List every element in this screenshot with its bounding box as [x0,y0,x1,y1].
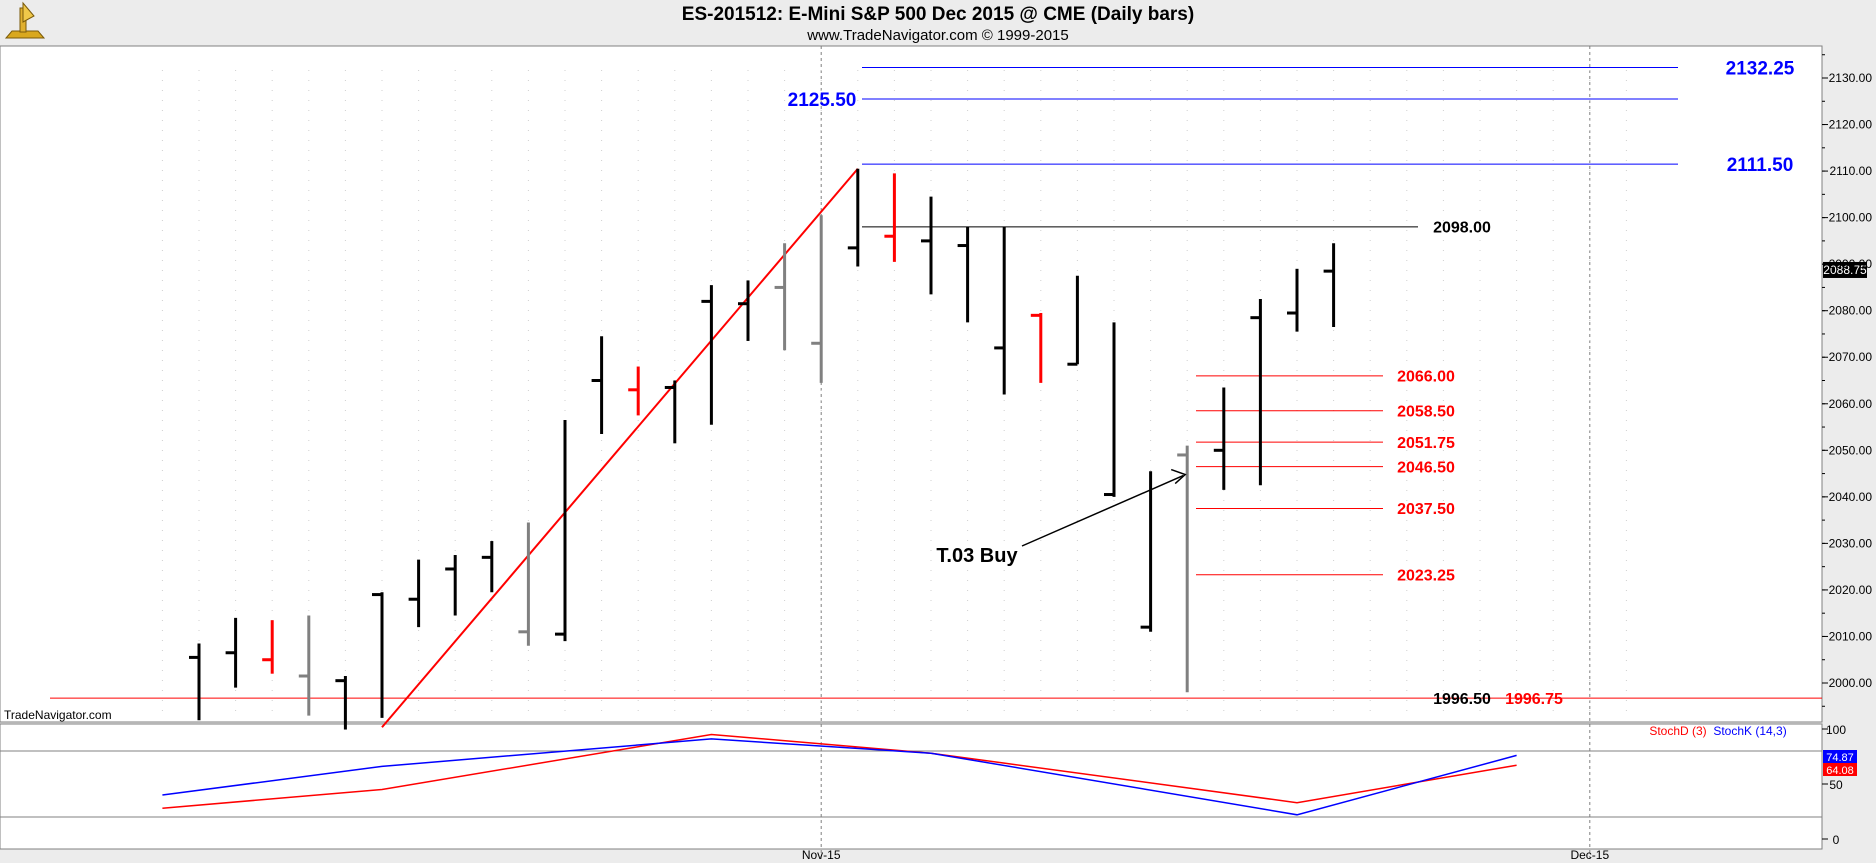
price-tick-label: 2110.00 [1830,164,1873,178]
stoch-legend-label: StochK (14,3) [1713,724,1786,738]
annotation-arrowhead [1170,468,1187,485]
level-label: 2058.50 [1397,404,1455,421]
price-bar [1287,268,1299,332]
date-axis-label: Nov-15 [802,848,841,862]
stoch-legend-label: StochD (3) [1649,724,1706,738]
stoch-tick-label: 50 [1829,778,1843,792]
level-label: 2023.25 [1397,568,1455,585]
price-bar [481,541,494,593]
price-bar [1177,445,1189,693]
price-tick-label: 2090.00 [1829,257,1873,271]
stoch-tick-label: 100 [1826,723,1846,737]
price-bar [518,522,530,646]
price-bar [408,559,421,628]
price-bar [847,168,860,267]
price-bar [1030,313,1043,383]
price-tick-label: 2130.00 [1829,71,1873,85]
price-bars [189,168,1336,730]
annotation-arrow [1021,474,1184,547]
price-bar [884,173,896,262]
stoch-last-value: 74.87 [1826,752,1854,764]
price-tick-label: 2070.00 [1829,350,1873,364]
price-tick-label: 2020.00 [1829,583,1873,597]
stoch-tick-label: 0 [1833,833,1840,847]
stoch-line [162,733,1517,809]
price-bar [335,676,347,730]
price-bar [591,336,604,435]
stoch-last-value-box [1823,763,1857,776]
level-label: 2046.50 [1397,459,1455,476]
grid-lines [161,46,1627,862]
stoch-line [162,738,1517,816]
price-tick-label: 2000.00 [1829,676,1873,690]
price-bar [664,380,677,444]
date-axis: Nov-15 Dec-15 [802,848,1610,862]
price-tick-label: 2040.00 [1829,490,1873,504]
price-axis: 2000.00 2010.00 2020.00 2030.00 2040.00 2050.… [1822,54,1873,707]
level-lines: 2132.25 2125.50 2111.50 2098.00 2066.00 2058.… [50,58,1822,708]
trendline-layer [381,168,859,728]
price-bar [994,226,1006,395]
price-bar [738,280,750,341]
level-label: 2125.50 [788,90,857,111]
price-plot-area [0,46,1822,722]
price-bar [1323,243,1336,327]
price-bar [1067,275,1079,366]
level-label: 2066.00 [1397,369,1455,386]
price-tick-label: 2010.00 [1829,629,1873,643]
price-bar [555,420,567,642]
price-bar [372,592,384,718]
price-bar [811,215,823,383]
price-bar [189,643,201,721]
annotation-layer: 2088.75 T.03 Buy [936,261,1867,567]
price-bar [298,615,311,716]
price-bar [921,196,933,295]
stoch-last-value: 64.08 [1826,765,1854,777]
stoch-plot-area [0,723,1823,850]
price-bar [701,285,713,425]
stoch-last-value-box [1823,750,1857,763]
level-label: 2098.00 [1433,220,1491,237]
price-bar [628,366,640,416]
price-bar [957,226,970,323]
price-tick-label: 2120.00 [1829,118,1873,132]
price-tick-label: 2050.00 [1829,443,1873,457]
chart-subtitle: www.TradeNavigator.com © 1999-2015 [806,27,1068,44]
price-bar [774,243,787,351]
price-bar [1104,322,1116,497]
chart-title: ES-201512: E-Mini S&P 500 Dec 2015 @ CME… [682,4,1194,25]
price-bar [225,617,238,688]
watermark: TradeNavigator.com [4,708,112,722]
price-bar [1140,471,1153,632]
price-bar [1213,387,1226,490]
price-tick-label: 2060.00 [1829,397,1873,411]
last-price-label: 2088.75 [1823,263,1867,277]
trendline [381,168,859,728]
price-tick-label: 2080.00 [1829,304,1873,318]
price-tick-label: 2100.00 [1829,211,1873,225]
level-label: 2111.50 [1727,155,1794,176]
last-price-box [1823,261,1867,278]
level-label: 1996.50 [1433,691,1491,708]
price-bar [1250,299,1262,486]
logo-icon [4,1,46,39]
level-label: 1996.75 [1505,691,1563,708]
price-bar [445,555,457,616]
price-tick-label: 2030.00 [1829,536,1873,550]
price-bar [262,620,274,674]
level-label: 2132.25 [1726,58,1795,79]
level-label: 2051.75 [1397,435,1455,452]
level-label: 2037.50 [1397,501,1455,518]
date-axis-label: Dec-15 [1570,848,1609,862]
annotation-label: T.03 Buy [936,545,1018,567]
